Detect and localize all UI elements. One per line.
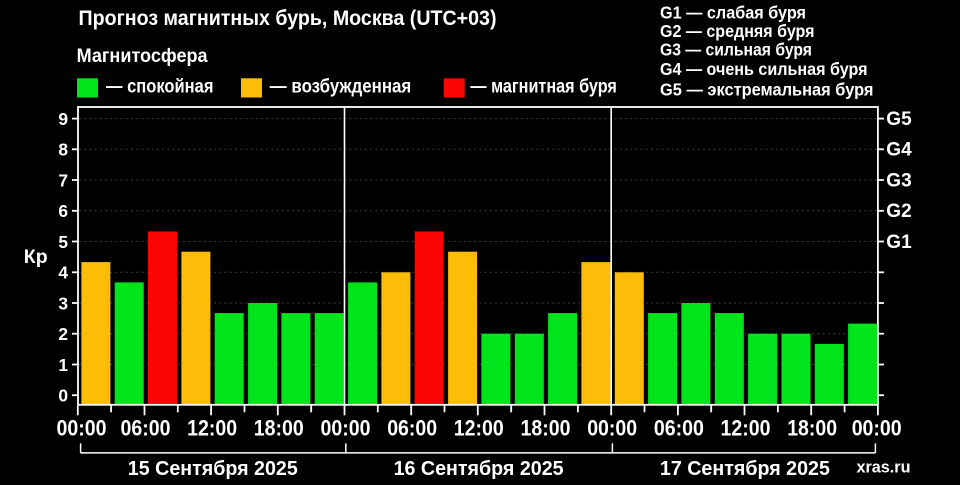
svg-text:Магнитосфера: Магнитосфера: [77, 46, 208, 67]
svg-text:3: 3: [58, 293, 68, 313]
svg-text:G4 — очень сильная буря: G4 — очень сильная буря: [660, 59, 868, 79]
svg-text:17 Сентября 2025: 17 Сентября 2025: [660, 458, 830, 480]
svg-text:6: 6: [58, 201, 68, 221]
svg-text:8: 8: [58, 140, 68, 160]
svg-text:1: 1: [58, 355, 68, 375]
svg-text:12:00: 12:00: [187, 415, 237, 440]
svg-text:7: 7: [58, 170, 68, 190]
svg-text:G3 — сильная буря: G3 — сильная буря: [660, 40, 812, 60]
svg-text:4: 4: [58, 263, 68, 283]
svg-text:18:00: 18:00: [787, 415, 837, 440]
svg-text:G5 — экстремальная буря: G5 — экстремальная буря: [660, 79, 874, 99]
svg-text:00:00: 00:00: [587, 415, 637, 440]
svg-text:06:00: 06:00: [121, 415, 171, 440]
svg-text:12:00: 12:00: [721, 415, 771, 440]
svg-text:— спокойная: — спокойная: [106, 76, 214, 97]
svg-text:18:00: 18:00: [521, 415, 571, 440]
svg-text:0: 0: [58, 386, 68, 406]
svg-text:— магнитная буря: — магнитная буря: [470, 76, 617, 97]
svg-text:15 Сентября 2025: 15 Сентября 2025: [128, 458, 298, 480]
svg-text:12:00: 12:00: [454, 415, 504, 440]
svg-text:G2: G2: [886, 201, 911, 222]
svg-text:00:00: 00:00: [852, 415, 902, 440]
svg-text:06:00: 06:00: [654, 415, 704, 440]
svg-text:G1 — слабая буря: G1 — слабая буря: [660, 2, 806, 22]
svg-text:G1: G1: [886, 232, 912, 253]
svg-text:00:00: 00:00: [321, 415, 371, 440]
svg-text:G5: G5: [886, 109, 912, 130]
svg-text:9: 9: [58, 109, 68, 129]
svg-text:2: 2: [58, 324, 68, 344]
svg-text:18:00: 18:00: [254, 415, 304, 440]
svg-text:xras.ru: xras.ru: [857, 458, 911, 477]
svg-text:06:00: 06:00: [387, 415, 437, 440]
svg-text:Кр: Кр: [24, 246, 48, 268]
svg-text:5: 5: [58, 232, 68, 252]
svg-text:Прогноз магнитных бурь, Москва: Прогноз магнитных бурь, Москва (UTC+03): [79, 7, 497, 30]
svg-text:G4: G4: [886, 140, 912, 161]
svg-text:— возбужденная: — возбужденная: [270, 76, 412, 97]
svg-text:16 Сентября 2025: 16 Сентября 2025: [394, 458, 564, 480]
svg-text:G3: G3: [886, 170, 911, 191]
svg-text:G2 — средняя буря: G2 — средняя буря: [660, 21, 815, 41]
svg-text:00:00: 00:00: [57, 415, 107, 440]
